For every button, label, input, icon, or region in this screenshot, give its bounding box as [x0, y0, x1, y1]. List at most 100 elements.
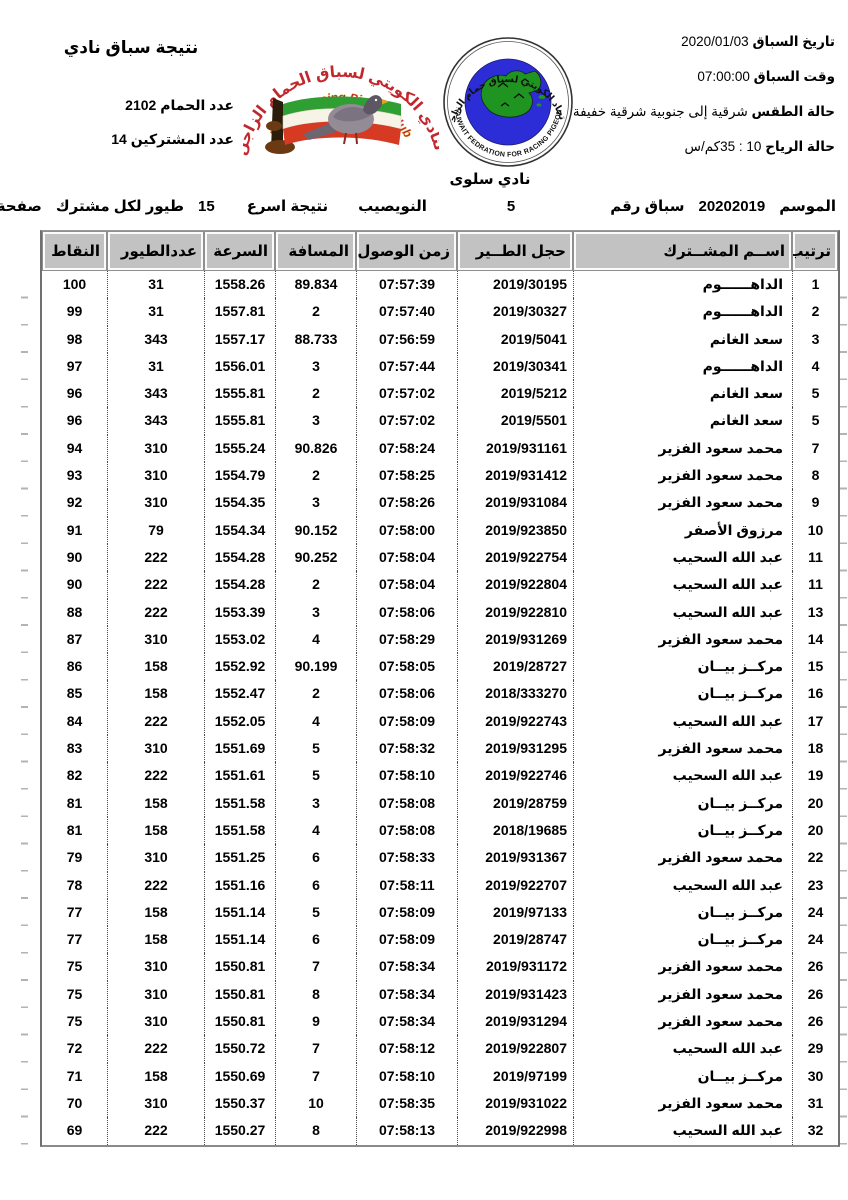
cell-bird-count: 158: [107, 816, 204, 845]
header-points: النقاط: [42, 231, 107, 271]
cell-points: 81: [66, 821, 83, 838]
cell-distance: 3: [275, 789, 356, 817]
header-rank: ترتيب: [792, 231, 838, 271]
cell-participant-name: محمد سعود الفزير: [573, 489, 792, 517]
cell-bird-count: 222: [107, 598, 204, 626]
cell-participant-name: عبد الله السحيب: [573, 762, 792, 790]
cell-speed: 1551.58: [204, 816, 275, 845]
cell-bird-count: 310: [107, 1008, 204, 1036]
header-row: ترتيب اســم المشــترك حجل الطــير زمن ال…: [42, 231, 838, 271]
cell-ring-number: 2019/97199: [457, 1062, 573, 1090]
cell-participant-name: عبد الله السحيب: [573, 707, 792, 736]
cell-bird-count: 222: [107, 543, 204, 572]
cell-bird-count: 222: [107, 707, 204, 736]
cell-ring-number: 2019/5041: [457, 325, 573, 353]
race-info-row: الموسم 20202019 سباق رقم 5 النويصيب نتيج…: [0, 197, 836, 215]
cell-points: 96: [66, 385, 83, 402]
cell-points: 100: [62, 276, 87, 292]
cell-participant-name: مركــز بيــان: [573, 816, 792, 845]
club-logo-branch-shape: [266, 121, 282, 131]
cell-ring-number: 2019/922807: [457, 1035, 573, 1063]
cell-bird-count: 158: [107, 1062, 204, 1090]
cell-participant-name: محمد سعود الفزير: [573, 1089, 792, 1118]
cell-speed: 1554.79: [204, 462, 275, 490]
race-time-line: وقت السباق 07:00:00: [573, 59, 835, 94]
cell-ring-number: 2019/28759: [457, 789, 573, 817]
table-row: 3 سعد الغانم 2019/5041 07:56:59 88.733 1557.1…: [42, 325, 838, 353]
cell-arrival-time: 07:58:06: [356, 680, 457, 708]
cell-distance: 3: [275, 407, 356, 435]
cell-points: 99: [66, 303, 83, 320]
cell-arrival-time: 07:58:35: [356, 1089, 457, 1118]
cell-arrival-time: 07:58:26: [356, 489, 457, 517]
cell-bird-count: 158: [107, 653, 204, 681]
cell-participant-name: مركــز بيــان: [573, 653, 792, 681]
cell-speed: 1554.34: [204, 516, 275, 544]
cell-ring-number: 2019/931161: [457, 434, 573, 463]
cell-speed: 1556.01: [204, 352, 275, 381]
cell-ring-number: 2019/922810: [457, 598, 573, 626]
cell-bird-count: 310: [107, 1089, 204, 1118]
cell-points: 88: [66, 603, 83, 620]
cell-points: 77: [66, 931, 83, 948]
fastest-count-value: 15: [198, 198, 215, 215]
cell-ring-number: 2019/931084: [457, 489, 573, 517]
cell-arrival-time: 07:57:02: [356, 380, 457, 408]
cell-rank: 11: [792, 571, 838, 599]
cell-participant-name: محمد سعود الفزير: [573, 980, 792, 1009]
cell-rank: 8: [792, 462, 838, 490]
cell-rank: 24: [792, 926, 838, 954]
cell-speed: 1554.28: [204, 571, 275, 599]
cell-bird-count: 158: [107, 789, 204, 817]
cell-ring-number: 2019/30341: [457, 352, 573, 381]
row-ticks-left: [21, 271, 28, 1145]
cell-rank: 32: [792, 1117, 838, 1145]
cell-ring-number: 2019/931269: [457, 625, 573, 654]
cell-ring-number: 2019/5501: [457, 407, 573, 435]
cell-arrival-time: 07:58:12: [356, 1035, 457, 1063]
kuwait-map-shape: [480, 70, 542, 118]
cell-distance: 90.252: [275, 543, 356, 572]
table-row: 26 محمد سعود الفزير 2019/931172 07:58:34 7 15…: [42, 953, 838, 981]
cell-points: 94: [66, 439, 83, 456]
cell-arrival-time: 07:58:04: [356, 543, 457, 572]
cell-points: 84: [66, 712, 83, 729]
table-row: 17 عبد الله السحيب 2019/922743 07:58:09 4 155…: [42, 707, 838, 736]
cell-arrival-time: 07:58:04: [356, 571, 457, 599]
cell-rank: 29: [792, 1035, 838, 1063]
cell-rank: 1: [792, 271, 838, 299]
cell-distance: 4: [275, 625, 356, 654]
cell-rank: 26: [792, 1008, 838, 1036]
cell-rank: 22: [792, 844, 838, 872]
cell-points: 93: [66, 467, 83, 484]
cell-participant-name: سعد الغانم: [573, 407, 792, 435]
cell-participant-name: مركــز بيــان: [573, 789, 792, 817]
wind-label: حالة الرياح: [765, 139, 835, 154]
cell-ring-number: 2019/931295: [457, 735, 573, 763]
cell-rank: 26: [792, 953, 838, 981]
cell-speed: 1551.25: [204, 844, 275, 872]
cell-speed: 1558.26: [204, 271, 275, 299]
cell-ring-number: 2019/922743: [457, 707, 573, 736]
cell-participant-name: عبد الله السحيب: [573, 571, 792, 599]
cell-bird-count: 343: [107, 380, 204, 408]
map-island-shape-2: [536, 103, 542, 107]
cell-participant-name: مرزوق الأصفر: [573, 516, 792, 544]
cell-ring-number: 2018/19685: [457, 816, 573, 845]
weather-line: حالة الطقس شرقية إلى جنوبية شرقية خفيفة: [573, 94, 835, 129]
cell-bird-count: 222: [107, 871, 204, 899]
cell-distance: 4: [275, 816, 356, 845]
table-row: 32 عبد الله السحيب 2019/922998 07:58:13 8 155…: [42, 1117, 838, 1145]
pigeon-count-value: 2102: [125, 97, 157, 113]
cell-speed: 1552.47: [204, 680, 275, 708]
cell-speed: 1553.02: [204, 625, 275, 654]
cell-ring-number: 2019/922998: [457, 1117, 573, 1145]
cell-ring-number: 2019/931367: [457, 844, 573, 872]
cell-ring-number: 2019/931294: [457, 1008, 573, 1036]
cell-arrival-time: 07:58:25: [356, 462, 457, 490]
cell-bird-count: 310: [107, 844, 204, 872]
page-label: صفحة: [0, 198, 42, 215]
cell-arrival-time: 07:58:06: [356, 598, 457, 626]
race-date-value: 2020/01/03: [681, 34, 749, 49]
cell-participant-name: سعد الغانم: [573, 380, 792, 408]
